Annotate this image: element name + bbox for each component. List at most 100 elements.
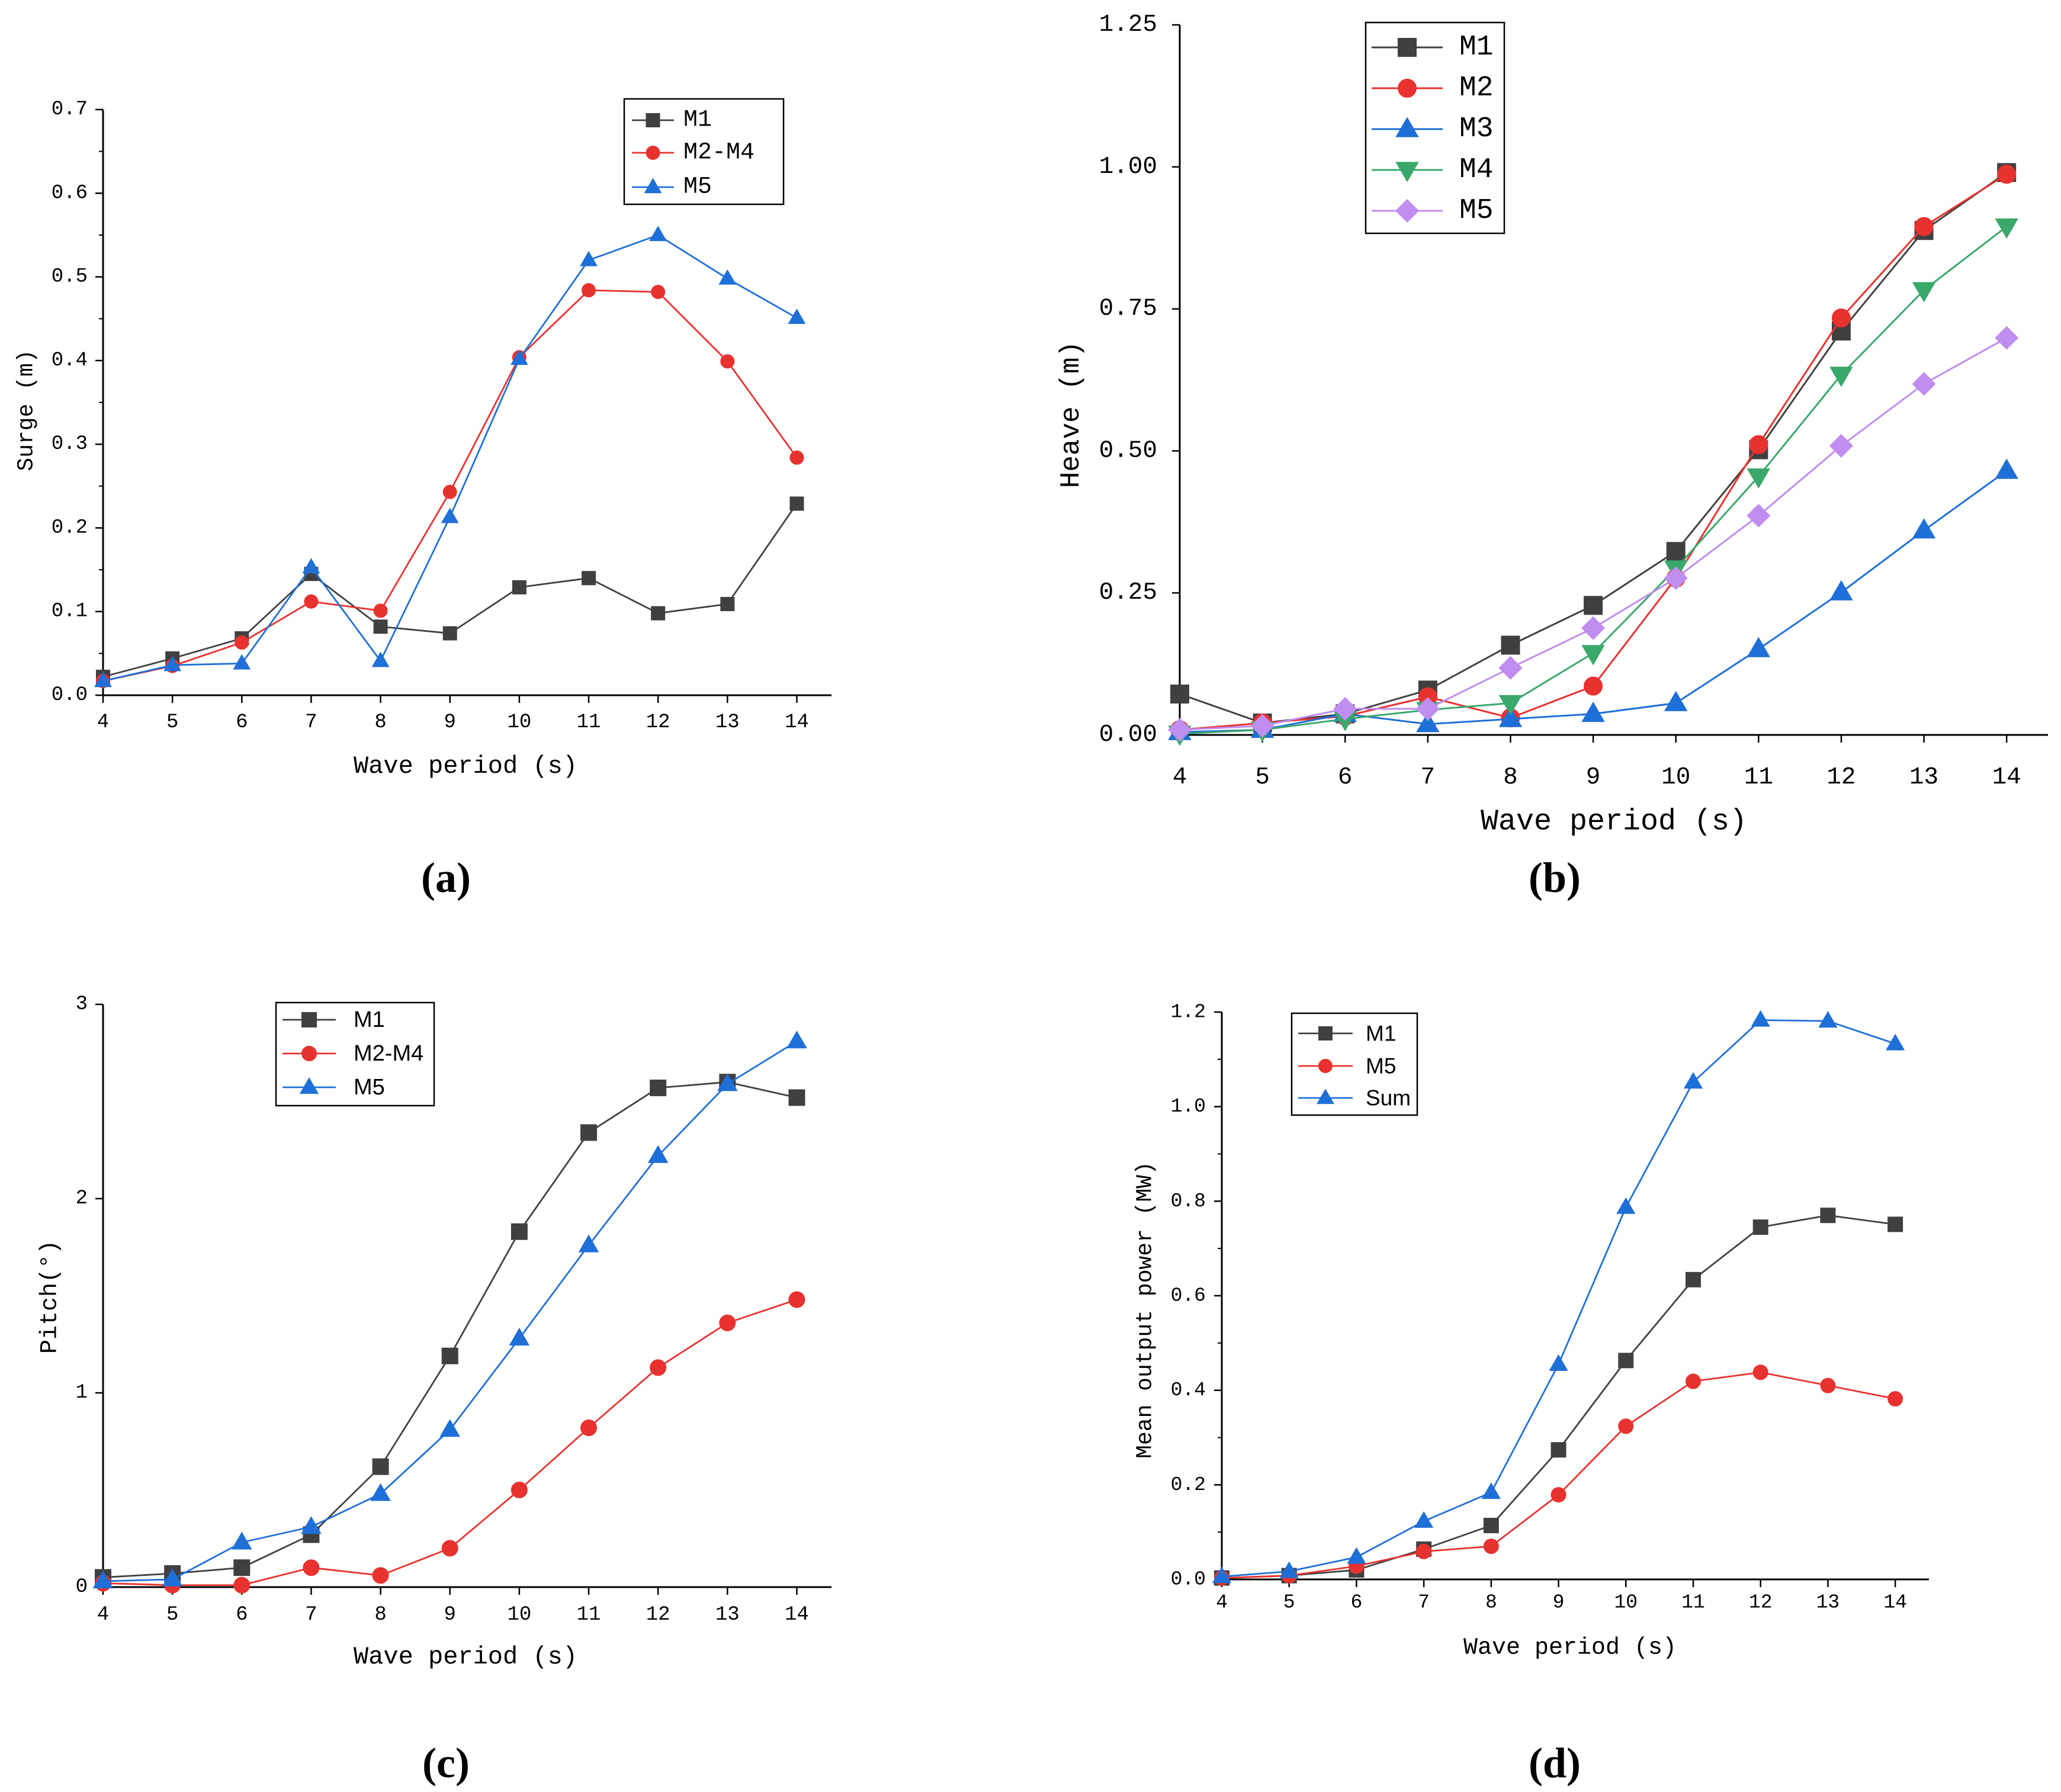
chart-b-m5-point — [1167, 718, 1192, 742]
chart-d-m5-point — [1550, 1487, 1566, 1503]
chart-c-m5-point — [370, 1483, 391, 1501]
chart-c-x-axis-title: Wave period (s) — [354, 1643, 577, 1671]
chart-c-panel-label: (c) — [422, 1739, 470, 1787]
chart-c-x-tick-label: 10 — [507, 1604, 531, 1626]
chart-a-legend: M1 M2-M4 M5 — [623, 98, 785, 205]
chart-b-m2-point — [1997, 165, 2017, 184]
chart-c-m1-point — [441, 1347, 458, 1364]
chart-c-m1-point — [372, 1458, 389, 1475]
chart-d-legend-m1-swatch — [1298, 1026, 1353, 1040]
chart-d-m5-point — [1887, 1391, 1903, 1407]
chart-d-m5-point — [1618, 1418, 1634, 1434]
chart-b-m5-point — [1250, 714, 1275, 738]
chart-c-m1-point — [233, 1559, 251, 1576]
chart-d-sum-point — [1279, 1561, 1299, 1578]
chart-d-x-tick-label: 12 — [1749, 1592, 1773, 1614]
chart-d-sum-point — [1683, 1072, 1703, 1089]
chart-c-y-axis-title: Pitch(°) — [37, 1240, 64, 1354]
chart-c-y-tick-label: 2 — [76, 1187, 88, 1210]
chart-a-legend-m1-swatch — [632, 113, 674, 127]
chart-c-x-tick-label: 9 — [444, 1604, 456, 1626]
chart-d-y-axis-title: Mean output power (MW) — [1133, 1161, 1158, 1459]
chart-a-m1-point — [582, 571, 596, 586]
chart-a-m2-m4-point — [720, 354, 735, 369]
chart-d-m5-point — [1416, 1543, 1432, 1559]
chart-b-m2-point — [1914, 217, 1934, 236]
chart-d-legend-m1-label: M1 — [1366, 1022, 1396, 1046]
chart-c-legend-m2-m4-swatch — [282, 1046, 336, 1061]
chart-c-y-tick-label: 0 — [76, 1576, 88, 1598]
chart-a-m5-point — [163, 656, 182, 672]
chart-b-m4-point — [1498, 695, 1523, 715]
chart-c-m1-point — [788, 1089, 805, 1106]
chart-b-x-tick-label: 7 — [1421, 764, 1436, 791]
chart-d-legend-sum-swatch — [1298, 1088, 1353, 1104]
chart-d-y-tick-label: 1.0 — [1171, 1096, 1206, 1117]
chart-d-x-axis-title: Wave period (s) — [1463, 1635, 1677, 1662]
chart-b-x-tick-label: 10 — [1661, 764, 1690, 791]
chart-d-legend-m5-swatch-marker — [1318, 1059, 1333, 1073]
chart-a-m2-m4-point — [373, 603, 388, 618]
chart-b-legend-m2-label: M2 — [1459, 72, 1494, 104]
chart-a-m5-point — [94, 672, 112, 688]
chart-b-series-m4 — [1168, 218, 2018, 746]
chart-b-m5-point — [1912, 372, 1936, 396]
chart-d-x-tick-label: 11 — [1681, 1592, 1705, 1614]
chart-b-legend-m1-swatch — [1372, 38, 1443, 57]
chart-d-sum-point — [1886, 1033, 1905, 1051]
chart-a-m2-m4-point — [442, 484, 457, 499]
chart-a-series-m5 — [94, 226, 806, 688]
chart-b-m1-point — [1501, 635, 1520, 655]
chart-d-sum-point — [1616, 1197, 1636, 1214]
chart-c-x-tick-label: 14 — [785, 1604, 809, 1626]
chart-c-m2-m4-point — [650, 1359, 667, 1376]
chart-a-legend-m1-label: M1 — [683, 107, 712, 134]
chart-d-sum-point — [1212, 1566, 1232, 1584]
chart-c-legend-m1-swatch-marker — [301, 1012, 317, 1027]
chart-b-x-tick-label: 5 — [1255, 764, 1270, 791]
chart-a-y-tick-label: 0.0 — [52, 684, 88, 706]
chart-a-m5-point — [233, 654, 251, 670]
chart-d-axes: 0.0 0.2 0.4 0.6 0.8 1.0 1.2 4 5 6 7 8 9 10 11 12 13 14 — [1171, 1001, 1929, 1614]
chart-b-axes: 0.00 0.25 0.50 0.75 1.00 1.25 4 5 6 7 8 9 10 11 12 13 14 — [1099, 11, 2048, 791]
chart-a-axes: 0.0 0.1 0.2 0.3 0.4 0.5 0.6 0.7 4 5 6 7 8 9 10 11 12 13 14 — [52, 98, 832, 734]
chart-b-m5-point — [1415, 696, 1440, 721]
chart-c-m1-point — [650, 1080, 667, 1097]
chart-b-m1-point — [1170, 684, 1189, 704]
chart-c-x-tick-label: 4 — [97, 1604, 109, 1626]
chart-c-x-tick-label: 12 — [646, 1604, 670, 1626]
chart-d-y-tick-label: 0.0 — [1171, 1569, 1206, 1591]
chart-c-m5-point — [578, 1234, 599, 1253]
chart-b-m3-point — [1912, 518, 1936, 539]
chart-b-x-axis-title: Wave period (s) — [1481, 805, 1747, 839]
chart-a-m2-m4-point — [582, 283, 596, 298]
chart-d-x-tick-label: 13 — [1816, 1592, 1840, 1614]
chart-c-x-tick-label: 11 — [577, 1604, 601, 1626]
chart-d-x-tick-label: 14 — [1883, 1592, 1907, 1614]
chart-d-sum-point — [1481, 1482, 1501, 1499]
chart-d-panel-label: (d) — [1529, 1739, 1581, 1787]
chart-a-m1-point — [720, 596, 735, 611]
chart-b-legend-m5-swatch-marker — [1395, 198, 1420, 223]
chart-a-m5-point — [580, 251, 598, 266]
chart-a-m1-point — [512, 580, 527, 595]
chart-b-y-tick-label: 0.25 — [1099, 579, 1157, 606]
chart-a-m2-m4-point — [789, 450, 804, 465]
chart-a-legend-m2-m4-label: M2-M4 — [683, 140, 755, 166]
chart-c-m2-m4-point — [303, 1559, 320, 1576]
chart-d-sum-point — [1549, 1354, 1568, 1371]
chart-b-m2-point — [1584, 676, 1603, 696]
chart-a-panel-label: (a) — [421, 854, 471, 901]
chart-a-m5-point — [649, 226, 667, 242]
chart-b-legend-m2-swatch — [1372, 79, 1443, 98]
chart-c-m2-m4-point — [580, 1420, 597, 1437]
chart-c-m1-point — [511, 1223, 528, 1240]
chart-b-m5-point — [1664, 566, 1688, 590]
chart-a-m5-point — [441, 508, 459, 524]
chart-b-m2-point — [1831, 308, 1851, 327]
chart-b-m5-point — [1829, 433, 1853, 458]
chart-c-x-tick-label: 8 — [374, 1604, 386, 1626]
chart-b-legend: M1 M2 M3 M4 M5 — [1365, 21, 1505, 235]
